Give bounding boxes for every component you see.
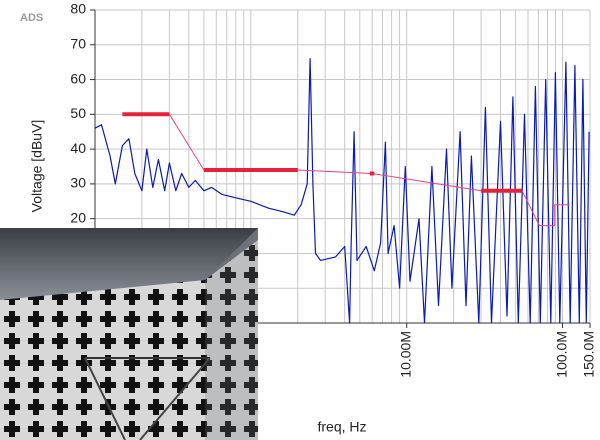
y-tick-label: 70 (70, 35, 86, 51)
x-tick-label: 150.0M (581, 331, 597, 378)
x-axis-label: freq, Hz (317, 419, 366, 435)
y-tick-label: 80 (70, 1, 86, 17)
series-line (94, 58, 590, 324)
y-tick-label: 40 (70, 140, 86, 156)
x-tick-label: 100.0M (553, 331, 569, 378)
series-line (122, 112, 523, 193)
y-tick-label: 50 (70, 105, 86, 121)
photo-wall (0, 280, 205, 440)
photo-antenna (84, 357, 126, 440)
chamber-photo (0, 228, 258, 440)
watermark: ADS (20, 12, 43, 24)
photo-ceiling (0, 228, 258, 300)
y-tick-label: 20 (70, 209, 86, 225)
y-tick-label: 60 (70, 70, 86, 86)
x-tick-label: 10.00M (397, 331, 413, 378)
y-axis-label: Voltage [dBuV] (29, 120, 45, 213)
y-tick-label: 30 (70, 175, 86, 191)
photo-antenna (139, 357, 211, 440)
photo-side-wall (205, 240, 258, 440)
